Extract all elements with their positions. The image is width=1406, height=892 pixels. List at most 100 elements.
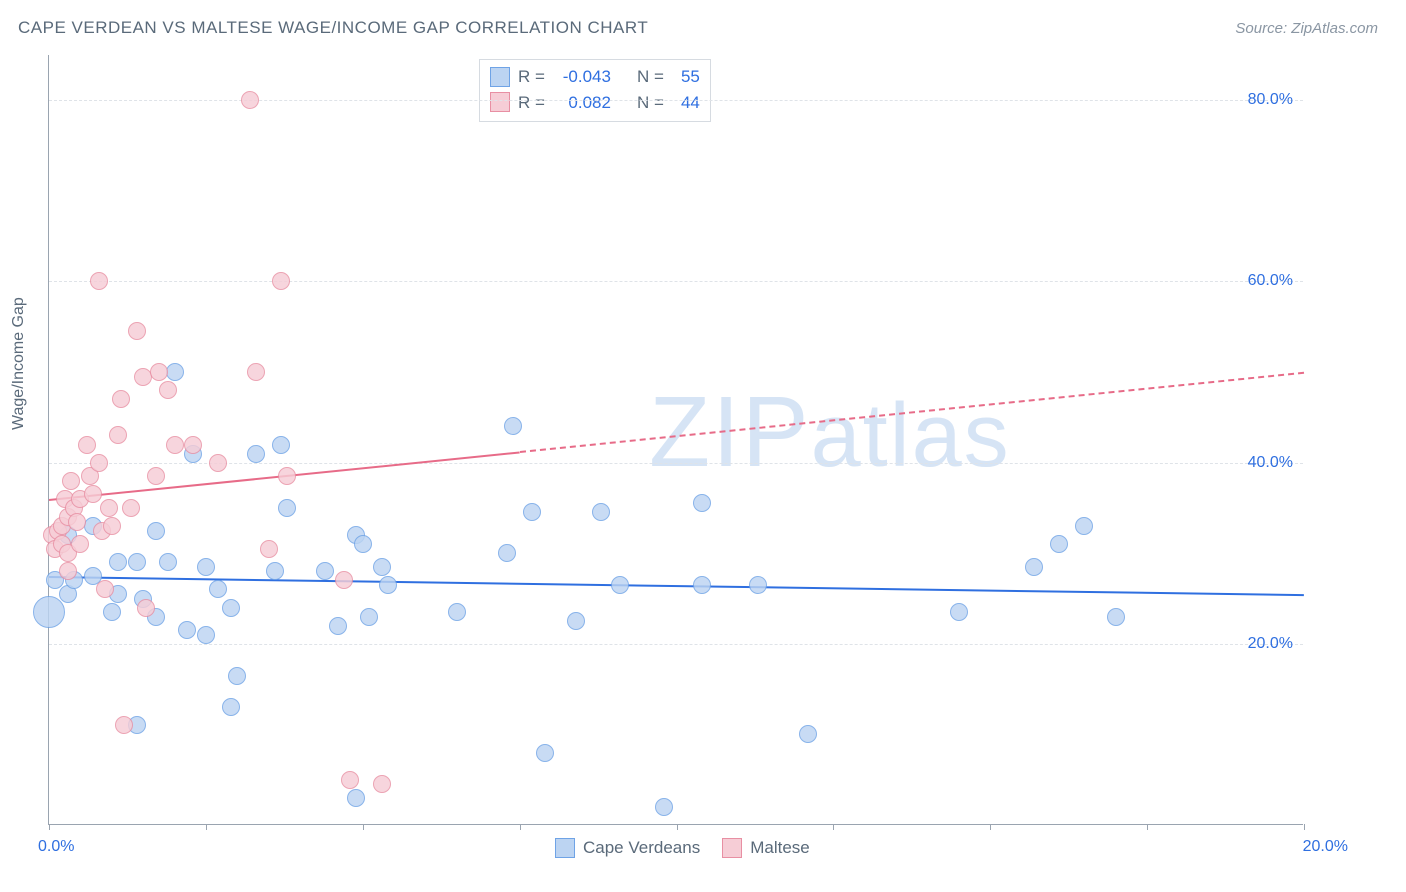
data-point — [78, 436, 96, 454]
data-point — [567, 612, 585, 630]
data-point — [184, 436, 202, 454]
legend-row-maltese: R = 0.082 N = 44 — [490, 90, 700, 116]
data-point — [166, 363, 184, 381]
data-point — [354, 535, 372, 553]
data-point — [59, 562, 77, 580]
data-point — [360, 608, 378, 626]
data-point — [1107, 608, 1125, 626]
data-point — [278, 499, 296, 517]
data-point — [799, 725, 817, 743]
n-value-blue: 55 — [672, 64, 700, 90]
data-point — [693, 576, 711, 594]
data-point — [84, 485, 102, 503]
x-tick-mark — [990, 824, 991, 830]
x-tick-mark — [363, 824, 364, 830]
data-point — [448, 603, 466, 621]
swatch-pink — [722, 838, 742, 858]
data-point — [147, 522, 165, 540]
data-point — [1050, 535, 1068, 553]
source-credit: Source: ZipAtlas.com — [1235, 20, 1378, 37]
x-tick-mark — [833, 824, 834, 830]
r-label: R = — [518, 90, 545, 116]
swatch-blue — [490, 67, 510, 87]
data-point — [592, 503, 610, 521]
swatch-pink — [490, 92, 510, 112]
data-point — [536, 744, 554, 762]
data-point — [209, 454, 227, 472]
data-point — [241, 91, 259, 109]
data-point — [1025, 558, 1043, 576]
data-point — [950, 603, 968, 621]
gridline — [49, 100, 1303, 101]
data-point — [278, 467, 296, 485]
data-point — [166, 436, 184, 454]
r-value-blue: -0.043 — [553, 64, 611, 90]
chart-title: CAPE VERDEAN VS MALTESE WAGE/INCOME GAP … — [18, 18, 648, 38]
data-point — [1075, 517, 1093, 535]
legend-item-cape-verdeans: Cape Verdeans — [555, 838, 700, 858]
legend-row-cape-verdeans: R = -0.043 N = 55 — [490, 64, 700, 90]
data-point — [329, 617, 347, 635]
data-point — [122, 499, 140, 517]
x-tick-right: 20.0% — [1303, 838, 1348, 856]
data-point — [147, 467, 165, 485]
regression-line — [520, 372, 1305, 453]
data-point — [71, 535, 89, 553]
series-legend: Cape Verdeans Maltese — [555, 838, 810, 858]
n-label: N = — [637, 90, 664, 116]
data-point — [96, 580, 114, 598]
x-tick-mark — [1304, 824, 1305, 830]
x-tick-mark — [49, 824, 50, 830]
data-point — [128, 553, 146, 571]
data-point — [103, 517, 121, 535]
x-tick-mark — [520, 824, 521, 830]
legend-label: Maltese — [750, 838, 810, 858]
data-point — [247, 445, 265, 463]
data-point — [373, 775, 391, 793]
y-tick-label: 60.0% — [1248, 272, 1293, 290]
data-point — [115, 716, 133, 734]
y-tick-label: 40.0% — [1248, 454, 1293, 472]
data-point — [749, 576, 767, 594]
data-point — [335, 571, 353, 589]
regression-line — [49, 576, 1304, 596]
data-point — [228, 667, 246, 685]
n-label: N = — [637, 64, 664, 90]
data-point — [90, 454, 108, 472]
gridline — [49, 463, 1303, 464]
source-name: ZipAtlas.com — [1291, 20, 1378, 37]
data-point — [693, 494, 711, 512]
data-point — [197, 626, 215, 644]
data-point — [209, 580, 227, 598]
data-point — [109, 426, 127, 444]
data-point — [260, 540, 278, 558]
data-point — [159, 553, 177, 571]
data-point — [159, 381, 177, 399]
data-point — [150, 363, 168, 381]
data-point — [62, 472, 80, 490]
data-point — [272, 272, 290, 290]
legend-item-maltese: Maltese — [722, 838, 810, 858]
r-label: R = — [518, 64, 545, 90]
data-point — [266, 562, 284, 580]
data-point — [68, 513, 86, 531]
data-point — [611, 576, 629, 594]
x-tick-mark — [1147, 824, 1148, 830]
x-tick-mark — [206, 824, 207, 830]
swatch-blue — [555, 838, 575, 858]
data-point — [316, 562, 334, 580]
correlation-legend: R = -0.043 N = 55 R = 0.082 N = 44 — [479, 59, 711, 122]
data-point — [100, 499, 118, 517]
scatter-plot-area: ZIPatlas R = -0.043 N = 55 R = 0.082 N =… — [48, 55, 1303, 825]
data-point — [523, 503, 541, 521]
data-point — [128, 322, 146, 340]
data-point — [655, 798, 673, 816]
data-point — [373, 558, 391, 576]
y-axis-label: Wage/Income Gap — [10, 297, 28, 430]
data-point — [222, 599, 240, 617]
gridline — [49, 281, 1303, 282]
data-point — [90, 272, 108, 290]
y-tick-label: 80.0% — [1248, 91, 1293, 109]
data-point — [33, 596, 65, 628]
data-point — [178, 621, 196, 639]
